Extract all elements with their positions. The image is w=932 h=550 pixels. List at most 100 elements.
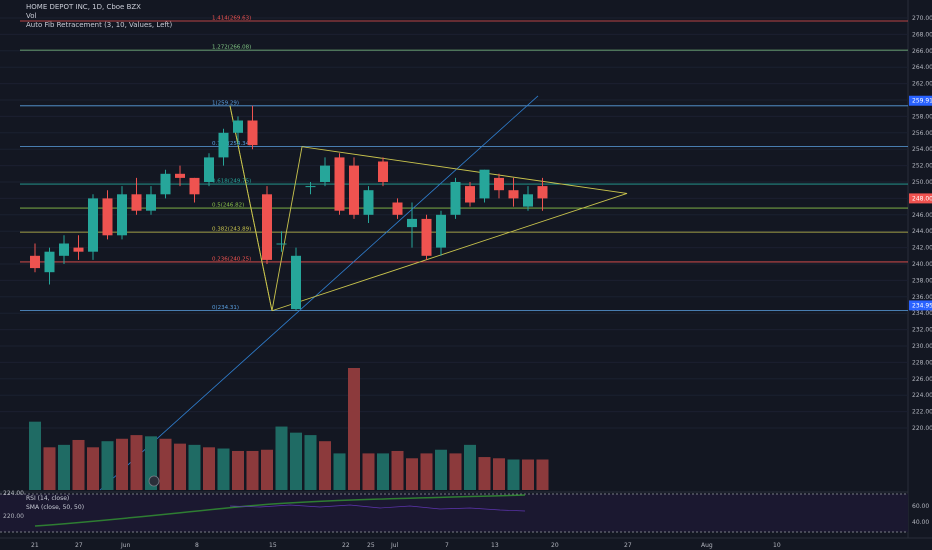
- volume-bar: [188, 444, 201, 490]
- time-tick-label: 7: [445, 542, 449, 549]
- volume-bar: [348, 368, 360, 490]
- candle-body: [276, 243, 287, 245]
- volume-bar: [391, 450, 404, 490]
- volume-bar: [507, 459, 520, 490]
- price-tick-label: 242.00: [912, 245, 932, 252]
- candle-body: [291, 255, 301, 310]
- fib-indicator-label: Auto Fib Retracement (3, 10, Values, Lef…: [26, 21, 173, 29]
- candle-body: [73, 247, 84, 252]
- volume-bar: [377, 453, 389, 490]
- volume-bar: [362, 453, 375, 490]
- rsi-band: [0, 494, 908, 532]
- volume-bar: [261, 449, 273, 490]
- price-badge: [909, 95, 932, 106]
- price-tick-label: 234.00: [912, 310, 932, 317]
- volume-bar: [58, 444, 70, 490]
- price-tick-label: 270.00: [912, 15, 932, 22]
- fib-level-label: 0.236(240.25): [212, 256, 251, 262]
- candle-body: [131, 194, 142, 211]
- price-badge-label: 248.00: [912, 195, 932, 202]
- price-tick-label: 232.00: [912, 327, 932, 334]
- time-tick-label: 20: [551, 542, 559, 549]
- volume-bar: [319, 441, 331, 490]
- candle-body: [334, 157, 345, 211]
- candle-body: [378, 161, 388, 182]
- volume-bar: [464, 444, 476, 490]
- candle-body: [523, 194, 533, 207]
- price-badge-label: 234.95: [912, 302, 932, 309]
- rsi-left-tick-label: 220.00: [3, 513, 24, 520]
- fib-level-label: 1.272(266.08): [212, 45, 251, 51]
- time-tick-label: 22: [342, 542, 350, 549]
- volume-bar: [420, 453, 433, 490]
- candle-body: [102, 198, 113, 236]
- sma-line: [34, 494, 526, 527]
- volume-bar: [116, 438, 128, 490]
- candle-body: [44, 251, 55, 273]
- rsi-left-tick-label: 224.00: [3, 490, 24, 497]
- time-tick-label: 10: [773, 542, 781, 549]
- candle-body: [479, 169, 490, 199]
- candle-body: [421, 218, 432, 256]
- candle-body: [204, 157, 214, 182]
- price-tick-label: 262.00: [912, 81, 932, 88]
- time-tick-label: 27: [624, 542, 632, 549]
- volume-bar: [275, 426, 288, 490]
- time-tick-label: 13: [491, 542, 499, 549]
- price-tick-label: 240.00: [912, 261, 932, 268]
- price-tick-label: 250.00: [912, 179, 932, 186]
- candle-body: [305, 186, 316, 188]
- price-badge: [909, 300, 932, 311]
- candle-body: [537, 186, 548, 199]
- candle-body: [436, 214, 446, 248]
- fib-level-label: 0.382(243.89): [212, 227, 251, 233]
- candle-body: [189, 177, 200, 195]
- time-tick-label: Jul: [390, 542, 399, 549]
- rsi-tick-label: 60.00: [912, 503, 929, 510]
- candle-body: [508, 190, 519, 199]
- candle-body: [262, 194, 272, 260]
- candle-body: [233, 120, 243, 133]
- price-tick-label: 226.00: [912, 376, 932, 383]
- volume-bar: [536, 459, 549, 490]
- volume-bar: [217, 448, 230, 490]
- fib-level-label: 0.618(249.75): [212, 179, 251, 185]
- candle-body: [88, 198, 98, 252]
- price-tick-label: 256.00: [912, 130, 932, 137]
- candle-body: [160, 173, 171, 195]
- price-tick-label: 222.00: [912, 409, 932, 416]
- time-tick-label: 15: [269, 542, 277, 549]
- fib-level-label: 0.5(246.82): [212, 203, 244, 209]
- volume-bar: [72, 439, 85, 490]
- candle-body: [465, 186, 475, 203]
- volume-bar: [304, 435, 317, 490]
- price-tick-label: 244.00: [912, 228, 932, 235]
- candle-body: [117, 194, 127, 236]
- rsi-tick-label: 40.00: [912, 519, 929, 526]
- volume-bar: [406, 458, 418, 490]
- price-tick-label: 228.00: [912, 359, 932, 366]
- volume-bar: [493, 458, 505, 490]
- price-tick-label: 236.00: [912, 294, 932, 301]
- candle-body: [146, 194, 156, 211]
- volume-bar: [101, 441, 114, 490]
- volume-bar: [333, 453, 346, 490]
- volume-bar: [478, 457, 491, 490]
- zigzag-line: [229, 105, 273, 311]
- volume-bar: [449, 453, 462, 490]
- candle-body: [218, 132, 229, 158]
- legend-block: HOME DEPOT INC, 1D, Cboe BZX Vol Auto Fi…: [26, 3, 172, 30]
- volume-bar: [43, 447, 56, 490]
- candle-body: [320, 165, 330, 182]
- volume-bar: [130, 435, 143, 490]
- candle-body: [363, 190, 374, 215]
- rsi-indicator-label: RSI (14, close): [26, 495, 69, 502]
- price-tick-label: 252.00: [912, 163, 932, 170]
- price-tick-label: 268.00: [912, 31, 932, 38]
- candle-body: [450, 182, 461, 215]
- candle-body: [247, 120, 258, 146]
- time-tick-label: Aug: [701, 542, 713, 549]
- price-tick-label: 264.00: [912, 64, 932, 71]
